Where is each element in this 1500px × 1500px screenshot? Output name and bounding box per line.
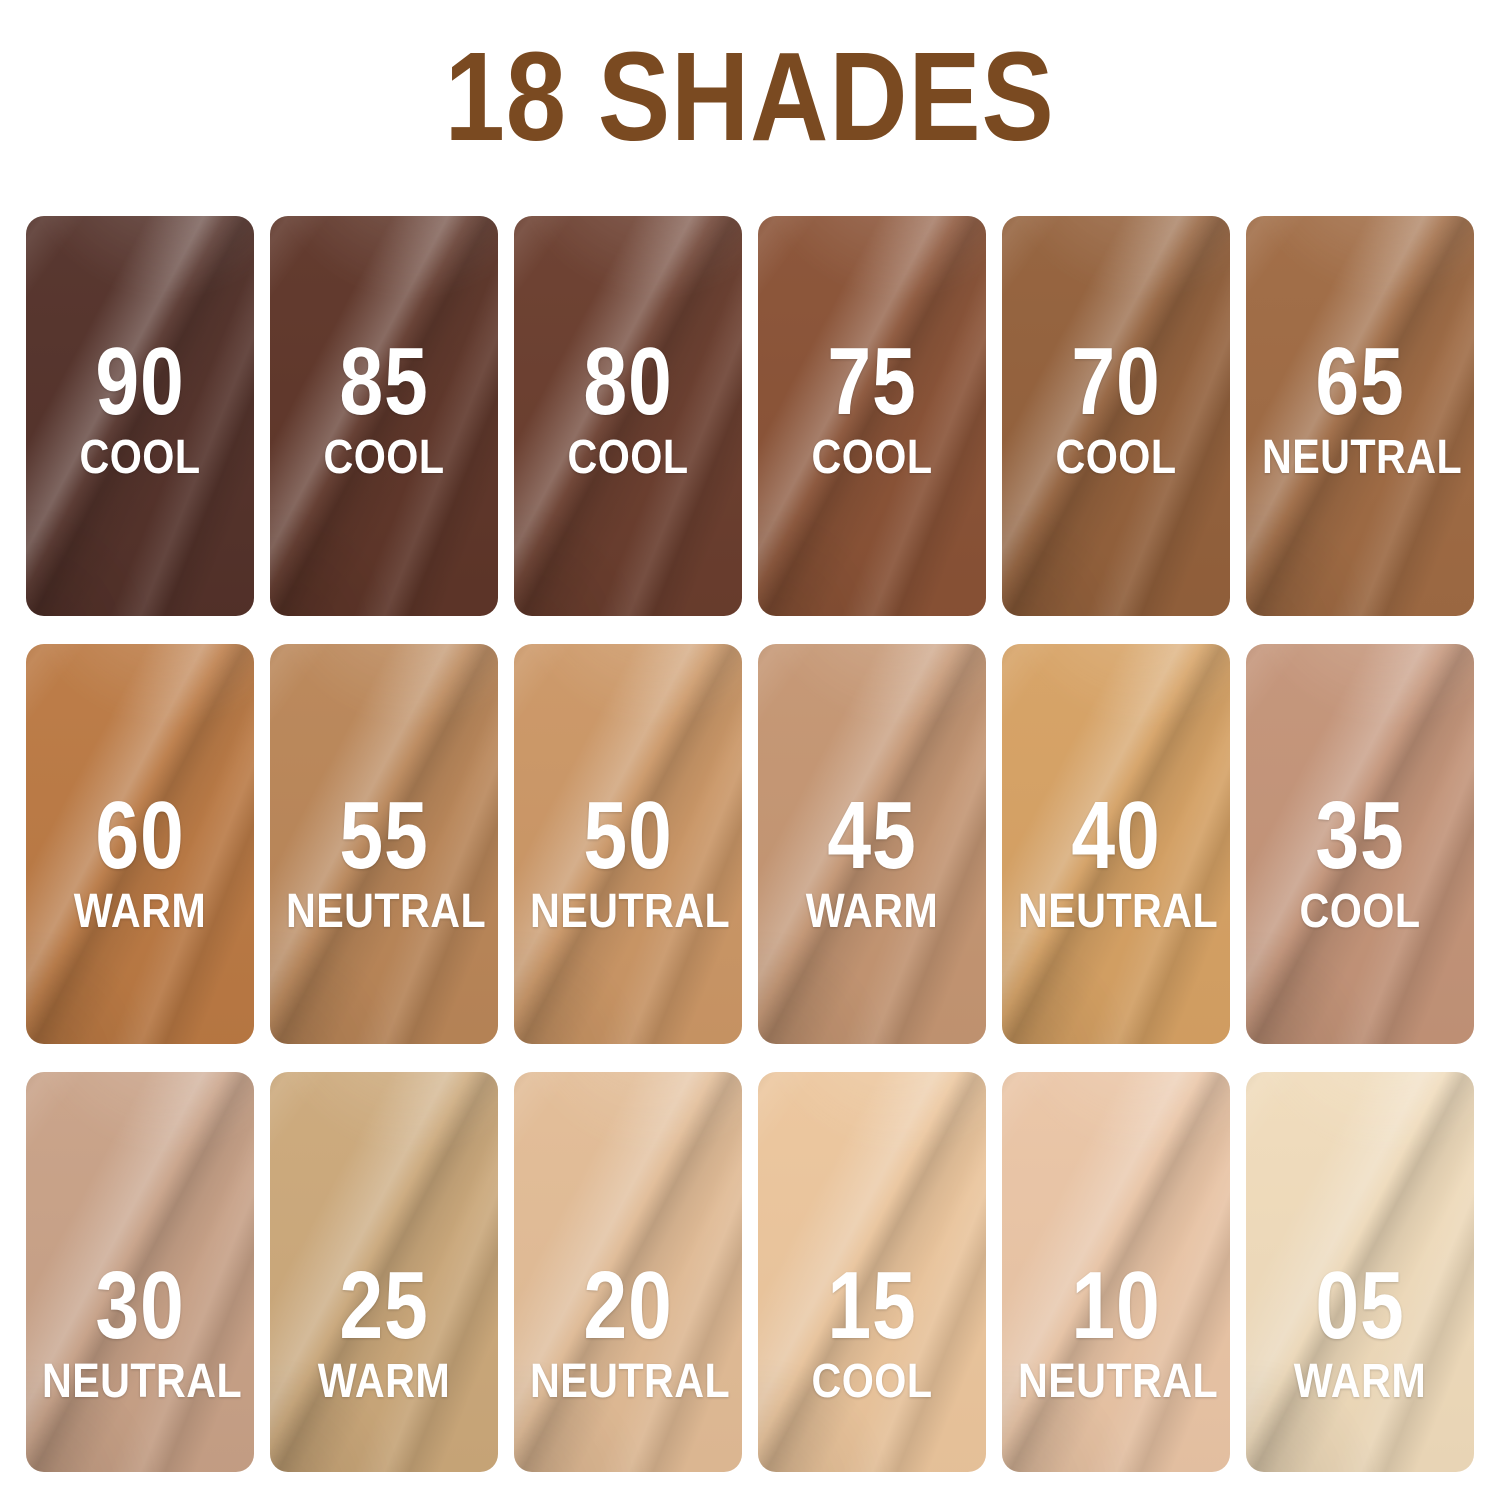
swatch-undertone: WARM (1293, 1355, 1427, 1409)
swatch-undertone: COOL (811, 431, 933, 485)
swatch-undertone: WARM (73, 885, 207, 939)
swatch-label-block: 55 NEUTRAL (270, 782, 498, 939)
swatch-label-block: 20 NEUTRAL (514, 1252, 742, 1409)
shade-swatch-55[interactable]: 55 NEUTRAL (270, 644, 498, 1044)
swatch-color-fill (1002, 1072, 1230, 1472)
swatch-number: 20 (583, 1252, 673, 1359)
swatch-color-fill (270, 216, 498, 616)
swatch-label-block: 40 NEUTRAL (1002, 782, 1230, 939)
swatch-label-block: 70 COOL (1002, 328, 1230, 485)
swatch-color-fill (1002, 216, 1230, 616)
swatch-number: 40 (1071, 782, 1161, 889)
swatch-number: 55 (339, 782, 429, 889)
swatch-label-block: 15 COOL (758, 1252, 986, 1409)
swatch-undertone: COOL (1055, 431, 1177, 485)
swatch-undertone: WARM (805, 885, 939, 939)
shade-swatch-85[interactable]: 85 COOL (270, 216, 498, 616)
page-title: 18 SHADES (445, 26, 1055, 167)
shade-swatch-grid: 90 COOL 85 COOL 80 COOL 75 COOL 70 COOL 65 NEUTRAL 6… (26, 216, 1474, 1472)
swatch-color-fill (1246, 1072, 1474, 1472)
swatch-color-fill (1246, 216, 1474, 616)
swatch-label-block: 60 WARM (26, 782, 254, 939)
swatch-color-fill (26, 644, 254, 1044)
swatch-undertone: NEUTRAL (1017, 885, 1219, 939)
shade-swatch-30[interactable]: 30 NEUTRAL (26, 1072, 254, 1472)
swatch-undertone: NEUTRAL (1017, 1355, 1219, 1409)
swatch-number: 65 (1315, 328, 1405, 435)
swatch-color-fill (26, 1072, 254, 1472)
swatch-number: 15 (827, 1252, 917, 1359)
swatch-label-block: 05 WARM (1246, 1252, 1474, 1409)
shade-swatch-60[interactable]: 60 WARM (26, 644, 254, 1044)
swatch-label-block: 30 NEUTRAL (26, 1252, 254, 1409)
swatch-undertone: NEUTRAL (1261, 431, 1463, 485)
swatch-number: 60 (95, 782, 185, 889)
swatch-color-fill (514, 1072, 742, 1472)
swatch-label-block: 65 NEUTRAL (1246, 328, 1474, 485)
shade-swatch-20[interactable]: 20 NEUTRAL (514, 1072, 742, 1472)
swatch-number: 50 (583, 782, 673, 889)
swatch-undertone: COOL (79, 431, 201, 485)
shade-swatch-50[interactable]: 50 NEUTRAL (514, 644, 742, 1044)
swatch-color-fill (514, 644, 742, 1044)
swatch-undertone: NEUTRAL (529, 1355, 731, 1409)
swatch-color-fill (26, 216, 254, 616)
swatch-color-fill (758, 1072, 986, 1472)
swatch-number: 05 (1315, 1252, 1405, 1359)
swatch-label-block: 10 NEUTRAL (1002, 1252, 1230, 1409)
shade-swatch-15[interactable]: 15 COOL (758, 1072, 986, 1472)
swatch-number: 70 (1071, 328, 1161, 435)
swatch-number: 90 (95, 328, 185, 435)
shade-swatch-25[interactable]: 25 WARM (270, 1072, 498, 1472)
shade-swatch-45[interactable]: 45 WARM (758, 644, 986, 1044)
swatch-label-block: 90 COOL (26, 328, 254, 485)
swatch-number: 10 (1071, 1252, 1161, 1359)
shade-swatch-05[interactable]: 05 WARM (1246, 1072, 1474, 1472)
swatch-undertone: COOL (567, 431, 689, 485)
page-title-container: 18 SHADES (0, 34, 1500, 160)
shade-swatch-35[interactable]: 35 COOL (1246, 644, 1474, 1044)
swatch-undertone: COOL (811, 1355, 933, 1409)
shade-swatch-65[interactable]: 65 NEUTRAL (1246, 216, 1474, 616)
swatch-number: 25 (339, 1252, 429, 1359)
shade-swatch-10[interactable]: 10 NEUTRAL (1002, 1072, 1230, 1472)
swatch-undertone: COOL (323, 431, 445, 485)
swatch-undertone: NEUTRAL (41, 1355, 243, 1409)
swatch-label-block: 45 WARM (758, 782, 986, 939)
swatch-label-block: 80 COOL (514, 328, 742, 485)
swatch-label-block: 35 COOL (1246, 782, 1474, 939)
swatch-undertone: WARM (317, 1355, 451, 1409)
swatch-number: 45 (827, 782, 917, 889)
swatch-undertone: NEUTRAL (285, 885, 487, 939)
swatch-color-fill (514, 216, 742, 616)
shade-swatch-90[interactable]: 90 COOL (26, 216, 254, 616)
swatch-label-block: 25 WARM (270, 1252, 498, 1409)
shade-swatch-80[interactable]: 80 COOL (514, 216, 742, 616)
swatch-label-block: 85 COOL (270, 328, 498, 485)
swatch-color-fill (758, 644, 986, 1044)
swatch-number: 85 (339, 328, 429, 435)
shade-swatch-40[interactable]: 40 NEUTRAL (1002, 644, 1230, 1044)
swatch-undertone: NEUTRAL (529, 885, 731, 939)
shade-swatch-70[interactable]: 70 COOL (1002, 216, 1230, 616)
swatch-number: 75 (827, 328, 917, 435)
swatch-color-fill (758, 216, 986, 616)
swatch-label-block: 75 COOL (758, 328, 986, 485)
shade-swatch-75[interactable]: 75 COOL (758, 216, 986, 616)
swatch-number: 80 (583, 328, 673, 435)
swatch-color-fill (270, 644, 498, 1044)
swatch-color-fill (1246, 644, 1474, 1044)
swatch-label-block: 50 NEUTRAL (514, 782, 742, 939)
swatch-color-fill (1002, 644, 1230, 1044)
swatch-number: 35 (1315, 782, 1405, 889)
swatch-color-fill (270, 1072, 498, 1472)
swatch-number: 30 (95, 1252, 185, 1359)
swatch-undertone: COOL (1299, 885, 1421, 939)
